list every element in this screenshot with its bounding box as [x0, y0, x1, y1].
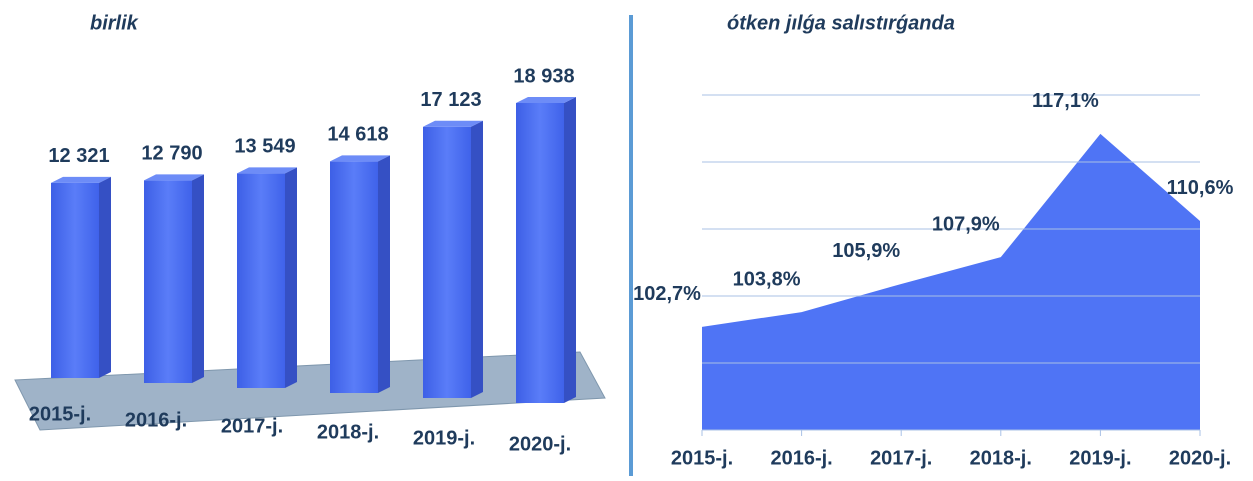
bar	[516, 97, 576, 403]
x-tick-label: 2015-j.	[29, 403, 91, 425]
bar-front	[516, 103, 564, 403]
data-label: 110,6%	[1167, 177, 1234, 199]
bar-side	[99, 176, 111, 378]
bar-top	[330, 155, 390, 162]
bar	[423, 120, 483, 399]
x-tick-label: 2015-j.	[671, 447, 733, 469]
chart-title: ótken jılǵa salıstırǵanda	[727, 12, 955, 34]
bar-front	[330, 161, 378, 393]
chart-title: birlik	[90, 12, 139, 34]
bar-top	[237, 167, 297, 174]
area	[702, 133, 1200, 431]
data-label: 102,7%	[633, 283, 701, 305]
x-tick-label: 2018-j.	[317, 421, 379, 443]
bar-front	[51, 182, 99, 378]
bar-top	[516, 97, 576, 103]
data-label: 12 321	[48, 145, 109, 167]
x-tick-label: 2016-j.	[770, 447, 832, 469]
data-label: 13 549	[234, 136, 295, 158]
x-tick-label: 2018-j.	[970, 447, 1032, 469]
x-tick-label: 2020-j.	[509, 433, 571, 455]
bar	[144, 174, 204, 383]
data-label: 107,9%	[932, 213, 1000, 235]
bar	[330, 155, 390, 393]
bar-front	[423, 126, 471, 399]
data-label: 117,1%	[1032, 90, 1099, 112]
x-tick-label: 2017-j.	[870, 447, 932, 469]
bar	[237, 167, 297, 388]
data-label: 12 790	[141, 143, 202, 165]
bar-front	[144, 180, 192, 383]
bar-top	[144, 174, 204, 181]
data-label: 18 938	[513, 65, 574, 87]
bar-top	[423, 120, 483, 127]
data-label: 17 123	[420, 89, 481, 111]
data-label: 103,8%	[733, 268, 801, 290]
bar	[51, 176, 111, 378]
x-tick-label: 2019-j.	[1069, 447, 1131, 469]
x-tick-label: 2016-j.	[125, 409, 187, 431]
x-tick-label: 2019-j.	[413, 427, 475, 449]
data-label: 105,9%	[832, 240, 900, 262]
data-label: 14 618	[327, 124, 388, 146]
x-tick-label: 2017-j.	[221, 415, 283, 437]
bar-front	[237, 173, 285, 388]
bar-side	[192, 174, 204, 383]
bar-side	[378, 155, 390, 393]
bar-side	[564, 97, 576, 403]
bar-side	[285, 167, 297, 388]
bar-top	[51, 176, 111, 183]
bar-side	[471, 120, 483, 399]
x-tick-label: 2020-j.	[1169, 447, 1231, 469]
